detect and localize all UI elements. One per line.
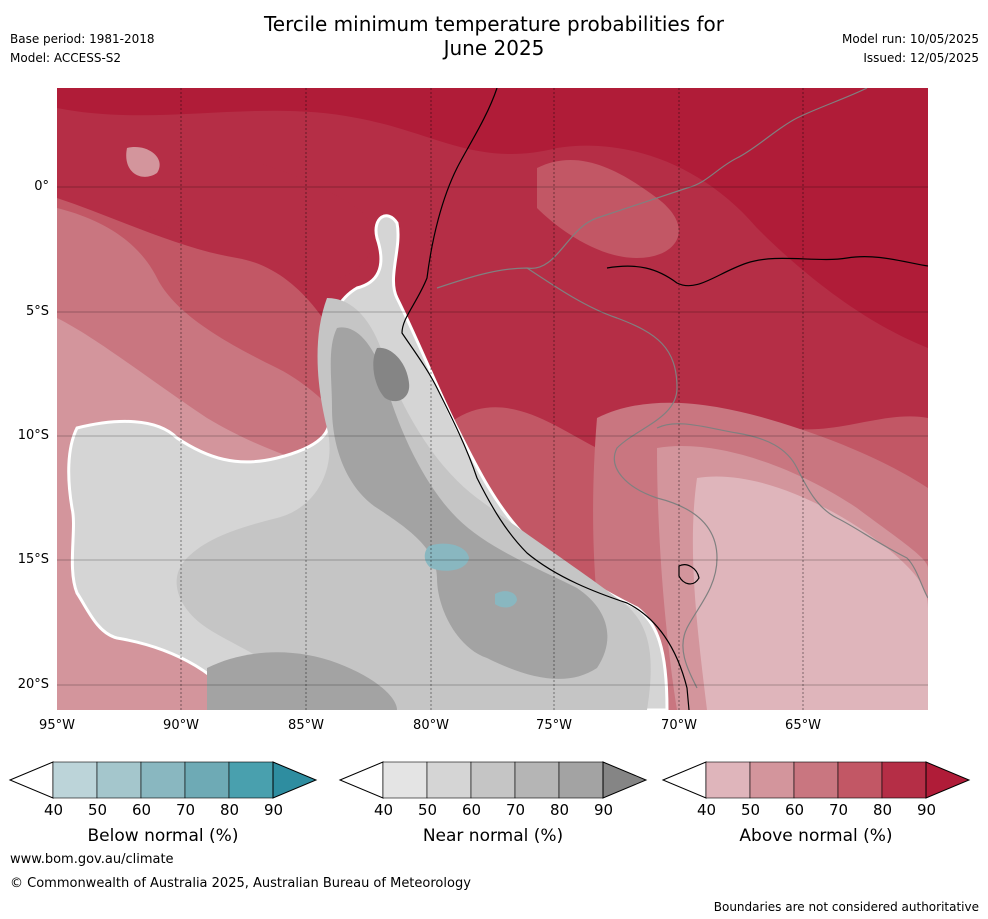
near-tick-70: 70 — [506, 801, 526, 819]
above-40-region — [692, 476, 928, 710]
colorbar-above-label: Above normal (%) — [739, 826, 893, 846]
colorbar-below-label: Below normal (%) — [87, 826, 239, 846]
colorbar-near-normal — [338, 760, 648, 800]
model-label: Model: ACCESS-S2 — [10, 51, 122, 65]
above-tick-60: 60 — [785, 801, 805, 819]
website-link[interactable]: www.bom.gov.au/climate — [10, 852, 174, 867]
country-border-1 — [436, 88, 868, 289]
colorbar-above-swatches — [661, 761, 971, 799]
lon-label-75w: 75°W — [536, 718, 572, 733]
gridlines — [57, 186, 928, 686]
colorbar-above-normal — [661, 760, 971, 800]
map-title: Tercile minimum temperature probabilitie… — [0, 12, 988, 60]
lat-label-15s: 15°S — [17, 552, 49, 567]
below-tick-90: 90 — [264, 801, 284, 819]
title-line-2: June 2025 — [443, 36, 545, 60]
colorbar-below-normal — [8, 760, 318, 800]
above-tick-90: 90 — [917, 801, 937, 819]
country-border-3 — [656, 423, 928, 599]
near-normal-80-region — [330, 327, 608, 679]
below-normal-patch-1 — [424, 543, 469, 571]
river-amazon — [606, 256, 928, 287]
lat-label-0: 0° — [34, 179, 49, 194]
colorbar-near-label: Near normal (%) — [422, 826, 564, 846]
above-80-region-2 — [127, 146, 374, 280]
below-tick-60: 60 — [132, 801, 152, 819]
above-tick-50: 50 — [741, 801, 761, 819]
lat-label-5s: 5°S — [25, 304, 49, 319]
lon-label-65w: 65°W — [785, 718, 821, 733]
above-tick-40: 40 — [697, 801, 717, 819]
near-tick-40: 40 — [374, 801, 394, 819]
below-tick-50: 50 — [88, 801, 108, 819]
lake-titicaca — [678, 564, 700, 585]
coastline — [401, 88, 690, 710]
above-70-region-2 — [537, 159, 679, 258]
above-50-region-3 — [126, 147, 160, 177]
above-tick-80: 80 — [873, 801, 893, 819]
below-normal-patch-2 — [495, 591, 517, 608]
lon-label-95w: 95°W — [39, 718, 75, 733]
near-tick-80: 80 — [550, 801, 570, 819]
lon-label-80w: 80°W — [413, 718, 449, 733]
below-tick-80: 80 — [220, 801, 240, 819]
lon-label-70w: 70°W — [661, 718, 697, 733]
near-tick-50: 50 — [418, 801, 438, 819]
lat-label-20s: 20°S — [17, 677, 49, 692]
issued-label: Issued: 12/05/2025 — [863, 51, 979, 65]
below-tick-70: 70 — [176, 801, 196, 819]
country-border-2 — [526, 267, 718, 689]
probability-map — [57, 88, 928, 710]
disclaimer-text: Boundaries are not considered authoritat… — [713, 900, 979, 914]
near-tick-90: 90 — [594, 801, 614, 819]
near-normal-70-patch — [207, 652, 397, 710]
map-canvas — [57, 88, 928, 710]
copyright-text: © Commonwealth of Australia 2025, Austra… — [10, 876, 471, 891]
base-period-label: Base period: 1981-2018 — [10, 32, 155, 46]
colorbar-near-swatches — [338, 761, 648, 799]
near-normal-90-region — [373, 347, 410, 402]
lon-label-85w: 85°W — [288, 718, 324, 733]
lat-label-10s: 10°S — [17, 428, 49, 443]
below-tick-40: 40 — [44, 801, 64, 819]
model-run-label: Model run: 10/05/2025 — [841, 32, 979, 46]
above-tick-70: 70 — [829, 801, 849, 819]
near-tick-60: 60 — [462, 801, 482, 819]
lon-label-90w: 90°W — [163, 718, 199, 733]
colorbar-below-swatches — [8, 761, 318, 799]
title-line-1: Tercile minimum temperature probabilitie… — [263, 12, 725, 36]
